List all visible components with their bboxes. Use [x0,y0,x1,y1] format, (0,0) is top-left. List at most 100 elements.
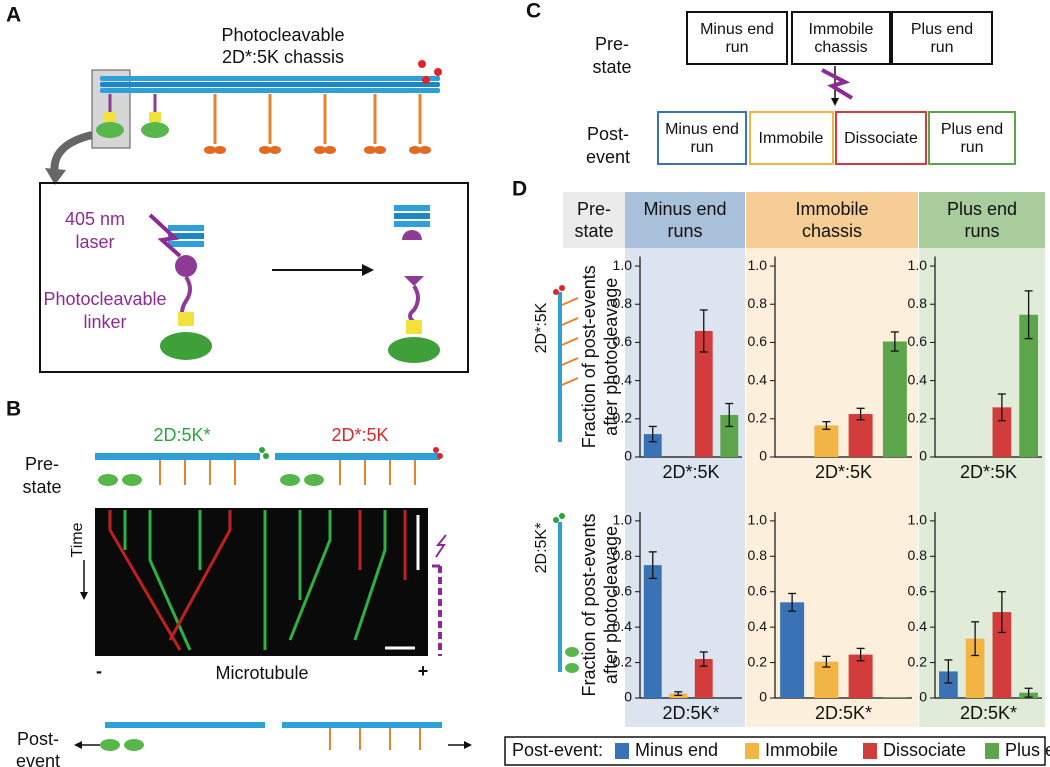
y-tick-label: 0.8 [748,547,768,563]
error-bar [997,393,1006,422]
state-box-label: run [725,39,748,56]
error-bar [822,421,831,430]
panel-label: D [512,178,527,201]
y-tick-label: 0.8 [908,295,928,311]
error-bar [674,691,683,696]
y-tick-label: 0 [919,448,927,464]
title: 2D*:5K chassis [222,47,344,67]
legend-label: Plus end [1005,740,1050,760]
legend: Minus end Immobile Dissociate Plus end [615,740,1050,760]
bar [814,661,839,698]
y-tick-label: 0.2 [748,653,768,669]
column-header: Immobile [795,199,868,219]
kymograph-tracks [108,510,420,651]
y-tick-label: 1.0 [613,257,633,273]
event-box-label: Plus end [941,121,1003,138]
y-tick-label: 0.8 [748,295,768,311]
legend-label: Immobile [765,740,838,760]
bar [1019,314,1038,457]
column-header: Minus end [643,199,726,219]
header-label: Pre- [577,199,611,219]
error-bar [856,647,865,662]
y-tick-label: 0.4 [908,618,928,634]
y-tick-label: 0.2 [908,653,928,669]
panel-label: B [6,398,21,421]
construct-label: 2D*:5K [331,425,388,445]
error-bar [890,331,899,352]
y-tick-label: 0.6 [908,333,928,349]
state-box-label: Minus end [700,21,774,38]
column-header: Plus end [947,199,1017,219]
y-tick-label: 0.2 [613,410,633,426]
error-bar [648,425,657,443]
event-box-label: Dissociate [844,130,918,147]
bar [848,654,873,698]
row-label: Post- [17,729,59,749]
legend-label: Dissociate [883,740,966,760]
bar [882,341,907,457]
x-axis-label: 2D*:5K [815,462,872,482]
legend-swatch [745,743,759,759]
error-bar [997,591,1006,634]
y-tick-label: 1.0 [748,512,768,528]
error-bar [725,402,734,428]
row-label: Pre- [595,34,629,54]
event-box-label: Immobile [759,130,824,147]
row-header: 2D*:5K [533,302,550,353]
bar [992,407,1012,457]
post-drawings [74,722,472,751]
y-tick-label: 0 [624,689,632,705]
error-bar [1024,687,1033,698]
event-box-label: run [960,139,983,156]
error-bar [944,659,953,684]
construct-drawings [95,447,443,486]
column-header: runs [964,221,999,241]
legend-swatch [615,743,629,759]
error-bar [856,407,865,421]
y-tick-label: 1.0 [748,257,768,273]
panel-label: C [526,0,541,23]
bar [694,330,713,457]
time-label: Time [69,522,86,557]
y-tick-label: 0.8 [908,547,928,563]
plus-label: + [418,661,429,681]
y-tick-label: 0.6 [748,333,768,349]
charts: 0 0.2 0.4 0.6 0.8 1.0 2D*:5K Fraction of post-e… [579,256,1042,723]
y-tick-label: 0.4 [748,618,768,634]
x-axis-label: 2D*:5K [662,462,719,482]
bar [643,565,662,698]
y-tick-label: 0.2 [908,410,928,426]
panel-label: A [6,4,21,27]
y-tick-label: 0 [759,448,767,464]
error-bar [822,655,831,668]
x-axis-label: 2D:5K* [815,703,872,723]
y-tick-label: 0.2 [613,653,633,669]
bar [694,659,713,698]
column-header: runs [667,221,702,241]
y-tick-label: 0 [919,689,927,705]
y-tick-label: 0.4 [748,371,768,387]
x-axis-label: 2D*:5K [960,462,1017,482]
bar [643,434,662,457]
y-axis-label: after photocleavage [601,278,621,436]
y-tick-label: 0.6 [908,582,928,598]
error-bar [788,592,797,612]
pre-boxes [686,11,993,65]
linker-label: linker [83,312,126,332]
y-tick-label: 1.0 [613,512,633,528]
linker-label: Photocleavable [43,289,166,309]
state-box-label: Immobile [809,21,874,38]
cleave-arrow [821,66,854,106]
event-box-label: run [690,139,713,156]
y-tick-label: 0.6 [613,333,633,349]
header-label: state [574,221,613,241]
legend-swatch [985,743,999,759]
bar [814,425,839,457]
y-tick-label: 0 [759,689,767,705]
bar [780,602,805,698]
y-tick-label: 0.8 [613,547,633,563]
row-drawings [553,285,579,673]
event-box-label: Minus end [665,121,739,138]
bar [882,697,907,698]
inset-drawing [148,205,440,363]
